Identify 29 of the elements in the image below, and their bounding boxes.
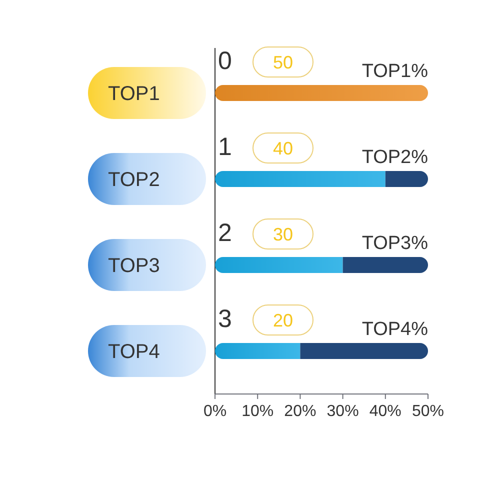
bar xyxy=(300,343,428,359)
annotation: TOP4% xyxy=(362,319,428,340)
annotation: 2 xyxy=(218,219,232,247)
bar xyxy=(385,171,428,187)
annotation: 20 xyxy=(272,310,294,330)
x-tick-label: 50% xyxy=(412,403,444,420)
annotation: 30 xyxy=(272,224,294,244)
annotation: TOP3% xyxy=(362,233,428,254)
annotation: 0 xyxy=(218,47,232,75)
y-tick-label: TOP4 xyxy=(108,341,160,363)
annotation: 3 xyxy=(218,305,232,333)
annotation: TOP1% xyxy=(362,61,428,82)
bar xyxy=(342,257,428,273)
bar xyxy=(215,171,386,187)
x-tick-label: 10% xyxy=(242,403,274,420)
annotation: 40 xyxy=(272,138,294,158)
y-tick-label: TOP3 xyxy=(108,255,160,277)
bar xyxy=(215,85,428,101)
bar xyxy=(215,343,300,359)
x-tick-label: 40% xyxy=(369,403,402,420)
bar xyxy=(215,257,343,273)
annotation: TOP2% xyxy=(362,147,428,168)
y-tick-label: TOP2 xyxy=(108,169,160,191)
annotation: 1 xyxy=(218,133,232,161)
x-tick-label: 30% xyxy=(326,403,359,420)
x-tick-label: 0% xyxy=(203,403,227,420)
annotation: 50 xyxy=(272,52,294,72)
x-tick-label: 20% xyxy=(284,403,316,420)
y-tick-label: TOP1 xyxy=(108,83,160,105)
